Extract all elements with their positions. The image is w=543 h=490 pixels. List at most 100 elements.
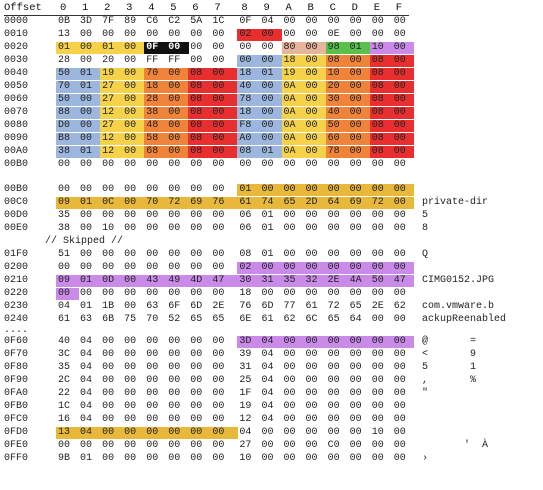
hex-byte: 00 <box>393 261 406 273</box>
byte-highlight <box>369 68 393 80</box>
byte-highlight <box>166 81 189 93</box>
byte-highlight <box>237 183 260 196</box>
hex-byte: 08 <box>190 68 203 79</box>
hex-byte: B8 <box>58 133 71 144</box>
hex-byte: 00 <box>261 287 274 299</box>
hex-byte: 16 <box>58 414 71 426</box>
hex-byte: 00 <box>58 261 71 273</box>
byte-highlight <box>369 120 393 132</box>
hex-byte: 00 <box>190 248 203 260</box>
hex-byte: 50 <box>58 94 71 105</box>
row-offset: 0090 <box>4 133 29 144</box>
hex-byte: 02 <box>239 29 252 40</box>
byte-highlight <box>144 68 167 80</box>
hex-byte: 04 <box>261 349 274 361</box>
hex-byte: 35 <box>58 209 71 221</box>
hex-byte: 12 <box>102 146 115 157</box>
hex-byte: 00 <box>327 222 340 234</box>
byte-highlight <box>259 120 282 132</box>
hex-byte: 2D <box>305 196 318 208</box>
row-offset: 0FD0 <box>4 427 29 439</box>
hex-byte: 00 <box>190 414 203 426</box>
hex-byte: 00 <box>102 159 115 170</box>
hex-byte: 0D <box>102 274 115 286</box>
hex-byte: 61 <box>239 196 252 208</box>
byte-highlight <box>303 133 327 145</box>
hex-byte: 61 <box>58 313 71 325</box>
hex-byte: 00 <box>80 183 93 195</box>
byte-highlight <box>100 427 123 440</box>
hex-byte: 12 <box>102 107 115 118</box>
hex-byte: 00 <box>190 159 203 170</box>
hex-byte: 28 <box>58 55 71 66</box>
hex-byte: 00 <box>371 440 384 452</box>
hex-byte: 40 <box>327 107 340 118</box>
hex-byte: 00 <box>393 440 406 452</box>
hex-byte: 00 <box>212 336 225 348</box>
byte-highlight <box>259 146 282 158</box>
hex-byte: 00 <box>393 375 406 387</box>
hex-byte: 00 <box>168 336 181 348</box>
hex-byte: 00 <box>168 414 181 426</box>
byte-highlight <box>78 133 101 145</box>
hex-byte: 00 <box>212 159 225 170</box>
byte-highlight <box>166 42 189 54</box>
hex-byte: 00 <box>80 248 93 260</box>
hex-byte: 00 <box>190 375 203 387</box>
hex-byte: 00 <box>212 55 225 66</box>
hex-byte: 32 <box>305 274 318 286</box>
hex-byte: 00 <box>371 336 384 348</box>
byte-highlight <box>391 107 415 119</box>
byte-highlight <box>259 183 282 196</box>
hex-byte: 00 <box>168 159 181 170</box>
hex-byte: 00 <box>146 388 159 400</box>
hex-byte: 00 <box>393 55 406 66</box>
ascii-text: , % <box>422 375 477 387</box>
hex-byte: 08 <box>371 120 384 131</box>
byte-highlight <box>100 42 123 54</box>
hex-byte: 65 <box>212 313 225 325</box>
row-offset: 0200 <box>4 261 29 273</box>
hex-byte: 00 <box>124 183 137 195</box>
byte-highlight <box>56 94 79 106</box>
byte-highlight <box>122 42 145 54</box>
hex-byte: 00 <box>124 107 137 118</box>
row-offset: 0F80 <box>4 362 29 374</box>
byte-highlight <box>188 81 211 93</box>
byte-highlight <box>237 261 260 274</box>
hex-byte: 00 <box>168 440 181 452</box>
hex-byte: 30 <box>327 94 340 105</box>
hex-byte: 0E <box>327 29 340 40</box>
hex-byte: 00 <box>327 16 340 27</box>
byte-highlight <box>281 274 305 287</box>
hex-byte: 6C <box>305 313 318 325</box>
hex-byte: 00 <box>305 287 318 299</box>
hex-byte: 00 <box>124 68 137 79</box>
hex-byte: 08 <box>239 146 252 157</box>
hex-byte: 00 <box>305 427 318 439</box>
byte-highlight <box>144 107 167 119</box>
hex-byte: 38 <box>146 107 159 118</box>
hex-byte: 01 <box>80 274 93 286</box>
ascii-text: 5 <box>422 209 429 221</box>
byte-highlight <box>166 427 189 440</box>
hex-byte: 00 <box>102 349 115 361</box>
hex-byte: 00 <box>190 183 203 195</box>
hex-byte: 35 <box>58 362 71 374</box>
hex-byte: 00 <box>393 336 406 348</box>
hex-byte: 00 <box>261 107 274 118</box>
hex-byte: 00 <box>305 261 318 273</box>
hex-byte: 00 <box>349 414 362 426</box>
hex-byte: 01 <box>102 42 115 53</box>
hex-byte: 27 <box>102 81 115 92</box>
hex-byte: 00 <box>124 440 137 452</box>
hex-byte: 25 <box>239 375 252 387</box>
byte-highlight <box>78 81 101 93</box>
hex-byte: 00 <box>349 120 362 131</box>
byte-highlight <box>281 146 305 158</box>
hex-byte: 00 <box>393 401 406 413</box>
column-header: A <box>285 2 292 14</box>
hex-byte: 00 <box>349 68 362 79</box>
byte-highlight <box>210 427 238 440</box>
byte-highlight <box>188 196 211 209</box>
